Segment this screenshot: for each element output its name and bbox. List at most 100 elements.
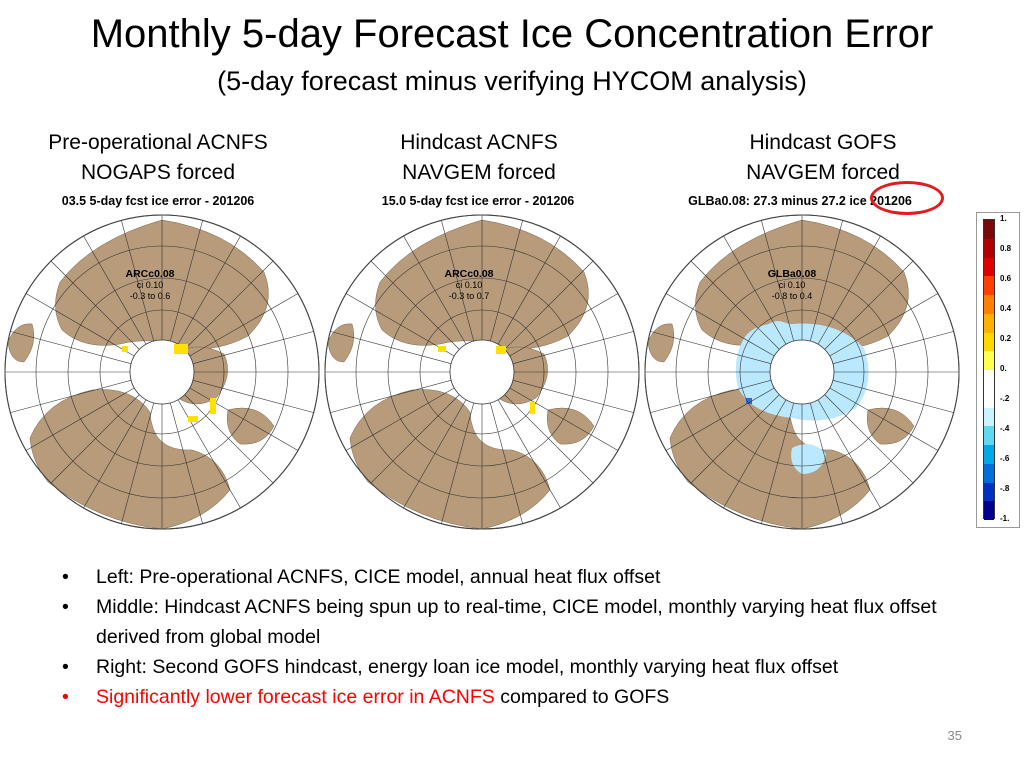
meridian-line — [121, 402, 155, 524]
bullet-text-highlight: Significantly lower forecast ice error i… — [96, 686, 495, 708]
meridian-line — [489, 220, 523, 342]
panel-left-heading-line2: NOGAPS forced — [80, 161, 236, 184]
meridian-line — [189, 387, 299, 451]
map-errors — [122, 344, 216, 422]
meridian-line — [829, 387, 939, 451]
colorbar-strip — [983, 219, 995, 520]
meridian-line — [192, 379, 314, 413]
colorbar-tick-label: 0. — [1000, 364, 1007, 373]
meridian-line — [829, 293, 939, 357]
slide-subtitle: (5-day forecast minus verifying HYCOM an… — [217, 66, 807, 96]
colorbar: 1. 0.8 0.6 0.4 0.2 0. -.2 -.4 -.6 -.8 -1. — [976, 212, 1020, 528]
negative-error-region — [791, 444, 826, 474]
positive-error-patch — [174, 344, 188, 354]
map-middle-range: -0.3 to 0.7 — [448, 291, 490, 301]
map-left-annotation: ARCc0.08 ci 0.10 -0.3 to 0.6 — [100, 269, 200, 302]
meridian-line — [184, 260, 274, 350]
map-middle-label: 15.0 5-day fcst ice error - 201206 — [381, 194, 575, 208]
page-number: 35 — [947, 728, 962, 743]
meridian-line — [832, 379, 954, 413]
colorbar-segment — [984, 501, 994, 520]
positive-error-patch — [496, 346, 506, 354]
bullet-dot: • — [62, 656, 69, 678]
bullet-dot: • — [62, 686, 69, 708]
map-grid — [325, 215, 639, 529]
meridian-line — [25, 293, 135, 357]
colorbar-segment — [984, 276, 994, 295]
meridian-line — [192, 331, 314, 365]
map-left-ci: ci 0.10 — [136, 280, 164, 290]
colorbar-segment — [984, 407, 994, 427]
meridian-line — [345, 387, 455, 451]
bullet-list: • Left: Pre-operational ACNFS, CICE mode… — [60, 562, 940, 712]
map-grid — [645, 215, 959, 529]
panel-left-heading-line1: Pre-operational ACNFS — [48, 131, 268, 154]
meridian-line — [509, 387, 619, 451]
colorbar-tick-label: -.8 — [1000, 484, 1010, 493]
meridian-line — [169, 220, 203, 342]
meridian-line — [189, 293, 299, 357]
map-left-range: -0.3 to 0.6 — [129, 291, 171, 301]
meridian-line — [497, 399, 561, 509]
meridian-line — [504, 260, 594, 350]
meridian-line — [10, 379, 132, 413]
meridian-line — [489, 402, 523, 524]
meridian-line — [169, 402, 203, 524]
positive-error-patch — [188, 416, 198, 422]
meridian-line — [665, 387, 775, 451]
meridian-line — [345, 293, 455, 357]
meridian-line — [824, 394, 914, 484]
colorbar-segment — [984, 445, 994, 464]
colorbar-segment — [984, 463, 994, 483]
meridian-line — [817, 399, 881, 509]
meridian-line — [10, 331, 132, 365]
bullet-item-conclusion: • Significantly lower forecast ice error… — [60, 682, 940, 712]
highlight-ring — [870, 181, 944, 215]
meridian-line — [723, 235, 787, 345]
colorbar-segment — [984, 426, 994, 445]
bullet-item-left: • Left: Pre-operational ACNFS, CICE mode… — [60, 562, 940, 592]
colorbar-tick-label: -.6 — [1000, 454, 1010, 463]
bullet-text: Right: Second GOFS hindcast, energy loan… — [96, 656, 839, 678]
panel-right-heading-line2: NAVGEM forced — [746, 161, 900, 184]
map-errors — [438, 346, 535, 414]
meridian-line — [83, 235, 147, 345]
map-left-model: ARCc0.08 — [125, 268, 175, 280]
colorbar-tick-label: 0.2 — [1000, 334, 1012, 343]
meridian-line — [817, 235, 881, 345]
map-middle-ci: ci 0.10 — [455, 280, 483, 290]
meridian-line — [761, 402, 795, 524]
bullet-item-right: • Right: Second GOFS hindcast, energy lo… — [60, 652, 940, 682]
bullet-item-middle: • Middle: Hindcast ACNFS being spun up t… — [60, 592, 940, 652]
meridian-line — [184, 394, 274, 484]
colorbar-segment — [984, 388, 994, 408]
map-middle-annotation: ARCc0.08 ci 0.10 -0.3 to 0.7 — [419, 269, 519, 302]
meridian-line — [50, 260, 140, 350]
meridian-line — [824, 260, 914, 350]
colorbar-tick-label: 0.6 — [1000, 274, 1012, 283]
slide-title: Monthly 5-day Forecast Ice Concentration… — [90, 12, 934, 56]
bullet-text: Left: Pre-operational ACNFS, CICE model,… — [96, 566, 661, 588]
map-right-range: -0.8 to 0.4 — [771, 291, 813, 301]
meridian-line — [809, 220, 843, 342]
meridian-line — [121, 220, 155, 342]
colorbar-segment — [984, 220, 994, 239]
meridian-line — [832, 331, 954, 365]
negative-error-patch-dark — [746, 398, 752, 404]
colorbar-tick-label: 1. — [1000, 214, 1007, 223]
negative-error-region — [762, 321, 788, 338]
map-right-ci: ci 0.10 — [778, 280, 806, 290]
meridian-line — [690, 260, 780, 350]
map-right-model: GLBa0.08 — [767, 268, 817, 280]
panel-left-heading: Pre-operational ACNFS NOGAPS forced — [8, 128, 308, 188]
positive-error-patch — [438, 346, 446, 352]
meridian-line — [509, 293, 619, 357]
bullet-dot: • — [62, 596, 69, 618]
colorbar-tick-label: -1. — [1000, 514, 1010, 523]
meridian-line — [370, 394, 460, 484]
colorbar-segment — [984, 295, 994, 314]
meridian-line — [441, 402, 475, 524]
meridian-line — [723, 399, 787, 509]
meridian-line — [512, 379, 634, 413]
meridian-line — [83, 399, 147, 509]
